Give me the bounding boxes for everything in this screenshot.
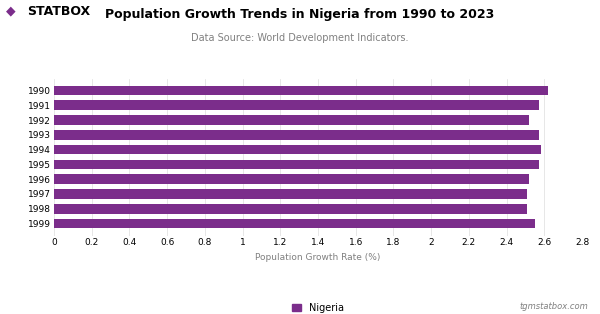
Bar <box>54 219 535 228</box>
Bar <box>54 160 539 169</box>
Text: ◆: ◆ <box>6 5 16 18</box>
X-axis label: Population Growth Rate (%): Population Growth Rate (%) <box>256 253 380 262</box>
Bar <box>54 204 527 214</box>
Text: STATBOX: STATBOX <box>27 5 90 18</box>
Bar <box>54 100 539 110</box>
Bar <box>54 130 539 140</box>
Bar <box>54 115 529 125</box>
Legend: Nigeria: Nigeria <box>288 299 348 314</box>
Text: Population Growth Trends in Nigeria from 1990 to 2023: Population Growth Trends in Nigeria from… <box>106 8 494 21</box>
Bar <box>54 189 527 199</box>
Text: tgmstatbox.com: tgmstatbox.com <box>519 302 588 311</box>
Bar <box>54 174 529 184</box>
Text: Data Source: World Development Indicators.: Data Source: World Development Indicator… <box>191 33 409 43</box>
Bar <box>54 145 541 154</box>
Bar <box>54 86 548 95</box>
